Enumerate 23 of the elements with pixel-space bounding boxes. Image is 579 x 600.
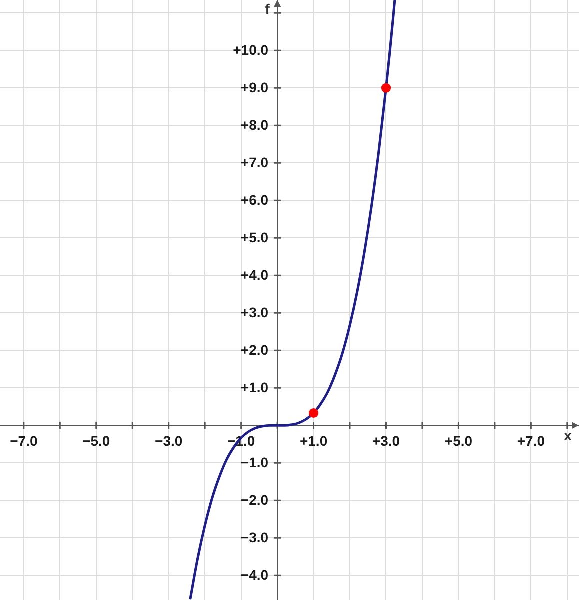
y-tick-label: −3.0 xyxy=(240,529,269,546)
x-axis-title: x xyxy=(564,427,572,444)
y-tick-label: +6.0 xyxy=(240,192,269,208)
y-tick-label: +10.0 xyxy=(233,42,269,58)
x-tick-label: +1.0 xyxy=(300,432,328,449)
y-tick-label: +3.0 xyxy=(240,304,269,320)
y-tick-label: +9.0 xyxy=(240,79,269,96)
x-tick-label: −5.0 xyxy=(82,432,110,449)
y-tick-label: −4.0 xyxy=(240,566,269,583)
x-tick-label: −3.0 xyxy=(155,432,183,449)
x-tick-label: +7.0 xyxy=(517,432,546,449)
y-tick-label: +5.0 xyxy=(240,229,269,246)
y-tick-label: +8.0 xyxy=(240,116,269,133)
y-tick-label: +2.0 xyxy=(240,342,269,358)
y-tick-label: +7.0 xyxy=(240,154,269,170)
y-tick-label: −1.0 xyxy=(240,454,269,470)
x-tick-label: +5.0 xyxy=(444,432,473,449)
y-axis-title: f xyxy=(265,0,270,17)
y-tick-label: +1.0 xyxy=(240,379,269,396)
x-tick-label: +3.0 xyxy=(372,432,400,449)
x-tick-label: −7.0 xyxy=(10,432,38,449)
y-tick-label: +4.0 xyxy=(240,266,269,283)
y-tick-label: −2.0 xyxy=(240,492,269,508)
